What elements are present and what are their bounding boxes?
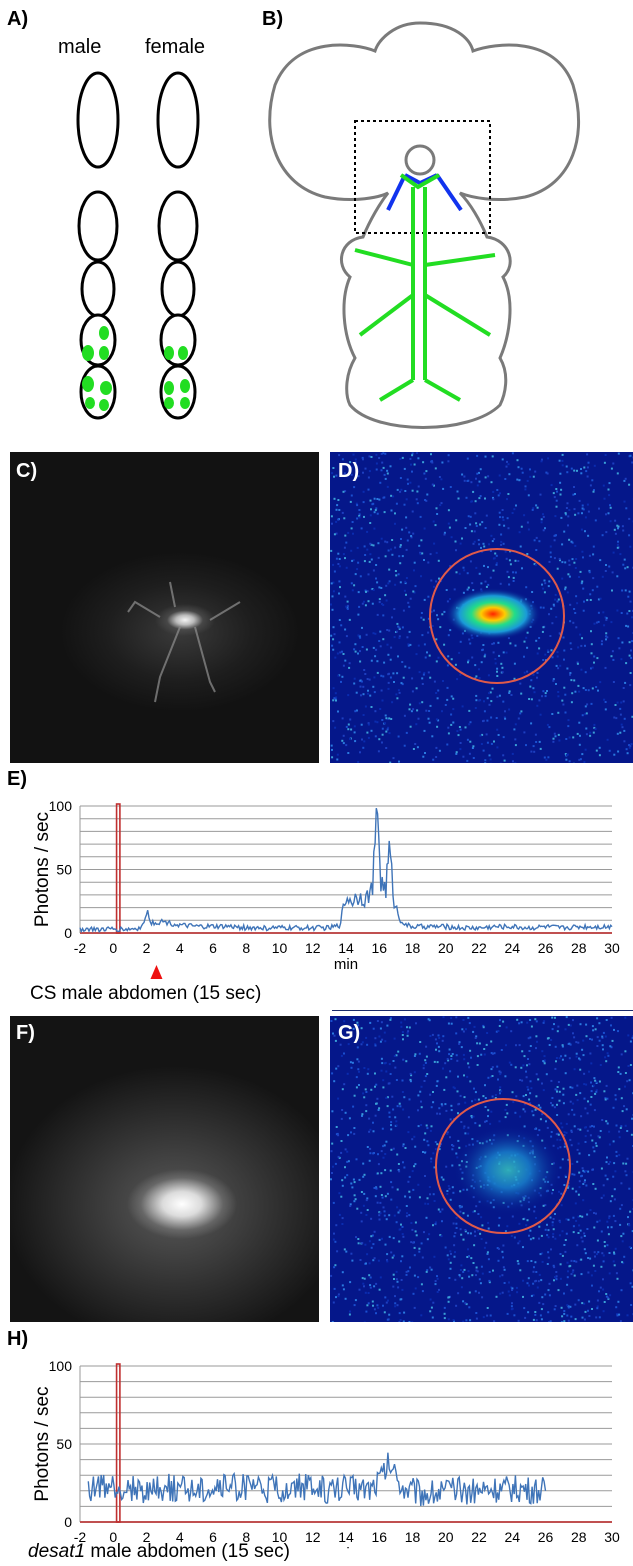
x-tick-label: 8 [242, 940, 250, 956]
micrograph-d [330, 452, 633, 763]
caption-h-italic: desat1 [28, 1541, 86, 1562]
roi-circle-d [429, 548, 565, 684]
ganglia-schematic [76, 71, 200, 420]
x-tick-label: 30 [604, 1529, 620, 1545]
caption-e: CS male abdomen (15 sec) [30, 983, 262, 1004]
x-tick-label: -2 [74, 1529, 87, 1545]
y-tick-label: 100 [49, 798, 73, 814]
x-tick-label: 24 [504, 940, 520, 956]
photon-map-g [330, 1016, 633, 1322]
roi-dashed-box [354, 120, 491, 234]
noise-dots [330, 1016, 633, 1322]
x-tick-label: 6 [209, 1529, 217, 1545]
x-tick-label: 22 [471, 1529, 487, 1545]
x-tick-label: 14 [338, 1529, 354, 1545]
male-label: male [58, 36, 102, 58]
x-tick-label: 12 [305, 1529, 321, 1545]
green-neurons [354, 173, 496, 402]
stimulus-marker [115, 803, 121, 934]
x-tick-label: 28 [571, 940, 587, 956]
y-axis-label: Photons / sec [32, 812, 53, 927]
x-tick-label: 0 [109, 940, 117, 956]
y-tick-label: 0 [64, 1514, 72, 1530]
male-green-cells [82, 326, 112, 411]
x-tick-label: 20 [438, 940, 454, 956]
panel-label-a: A) [7, 8, 29, 30]
panel-label-c: C) [16, 460, 38, 482]
male-ganglia [76, 71, 120, 420]
y-tick-label: 50 [56, 1436, 72, 1452]
y-tick-label: 50 [56, 862, 72, 878]
caption-h: desat1 male abdomen (15 sec) [28, 1541, 290, 1563]
x-tick-label: 2 [143, 1529, 151, 1545]
stimulus-arrow [150, 965, 163, 979]
x-tick-label: -2 [74, 940, 87, 956]
x-tick-label: 10 [272, 940, 288, 956]
female-label: female [145, 36, 206, 58]
x-tick-label: 0 [109, 1529, 117, 1545]
noise-dots [330, 452, 633, 763]
x-axis-label: min [334, 956, 358, 973]
y-tick-label: 100 [49, 1358, 73, 1374]
roi-circle-g [435, 1098, 571, 1234]
x-tick-label: 24 [504, 1529, 520, 1545]
panel-label-b: B) [262, 8, 284, 30]
x-tick-label: 12 [305, 940, 321, 956]
panel-label-h: H) [7, 1328, 29, 1350]
female-ganglia [156, 71, 200, 420]
micrograph-g [330, 1016, 633, 1322]
y-axis-label: Photons / sec [32, 1386, 53, 1501]
x-tick-label: 10 [272, 1529, 288, 1545]
separator-line [332, 1010, 633, 1011]
x-tick-label: 18 [405, 940, 421, 956]
x-tick-label: 26 [538, 1529, 554, 1545]
x-tick-label: 2 [143, 940, 151, 956]
caption-h-rest: male abdomen (15 sec) [85, 1541, 290, 1562]
panel-label-g: G) [338, 1022, 361, 1044]
panel-label-f: F) [16, 1022, 35, 1044]
x-tick-label: 16 [371, 940, 387, 956]
photon-trace-line [79, 808, 613, 934]
x-tick-label: 8 [242, 1529, 250, 1545]
brain-schematic [268, 21, 581, 429]
photon-map-d [330, 452, 633, 763]
panel-label-d: D) [338, 460, 360, 482]
x-tick-label: 4 [176, 940, 184, 956]
x-tick-label: 14 [338, 940, 354, 956]
x-tick-label: 22 [471, 940, 487, 956]
micrograph-c [10, 452, 319, 763]
x-tick-label: 4 [176, 1529, 184, 1545]
photon-trace-line [87, 1452, 547, 1506]
x-tick-label: 6 [209, 940, 217, 956]
micrograph-c-processes [127, 581, 241, 703]
x-tick-label: 20 [438, 1529, 454, 1545]
esophagus-circle [404, 144, 436, 176]
x-tick-label: 18 [405, 1529, 421, 1545]
y-tick-label: 0 [64, 925, 72, 941]
female-green-cells [164, 346, 190, 409]
x-tick-label: 30 [604, 940, 620, 956]
x-tick-label: 16 [371, 1529, 387, 1545]
x-axis-label: min [334, 1545, 358, 1550]
x-tick-label: 28 [571, 1529, 587, 1545]
micrograph-f [10, 1016, 319, 1322]
panel-label-e: E) [7, 768, 27, 790]
stimulus-marker [115, 1363, 121, 1523]
x-tick-label: 26 [538, 940, 554, 956]
